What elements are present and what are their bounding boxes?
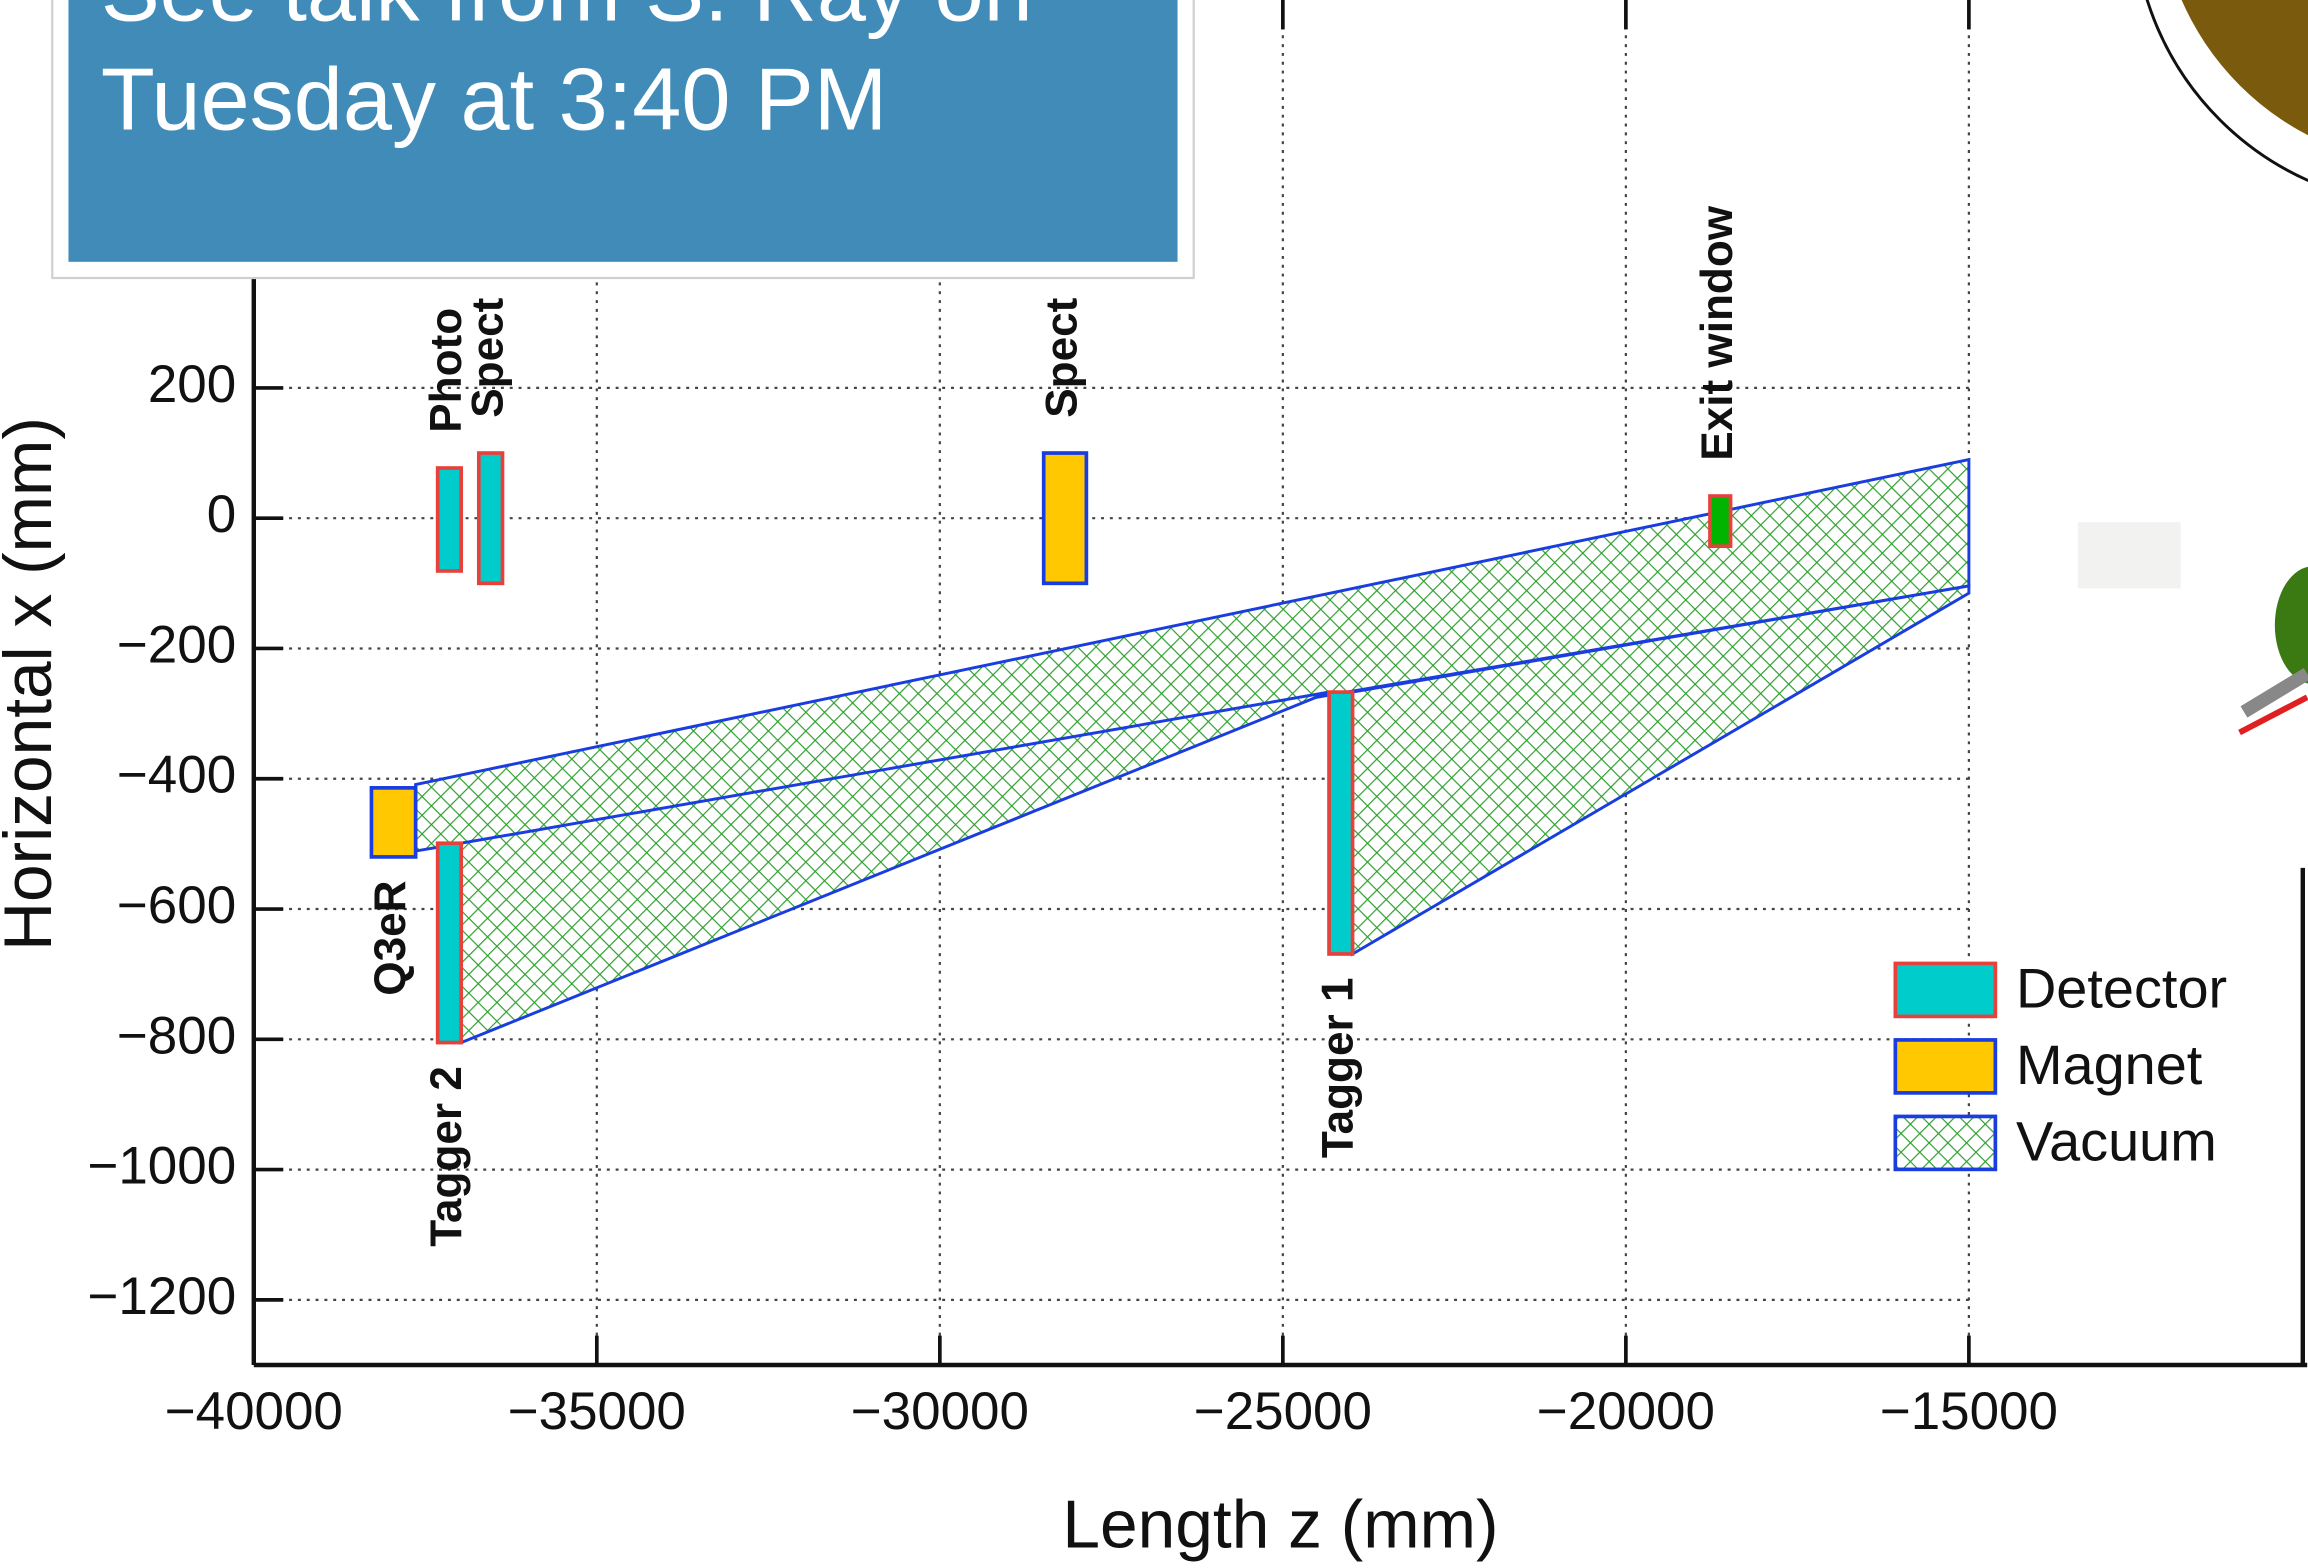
y-tick-label: −1200 xyxy=(87,1267,236,1326)
y-tick-label: 0 xyxy=(207,485,236,544)
y-tick-label: −400 xyxy=(117,746,236,805)
y-axis-label: Horizontal x (mm) xyxy=(0,417,66,951)
beamline-element xyxy=(1041,451,1089,586)
x-tick-label: −40000 xyxy=(165,1382,343,1441)
element-label: Tagger 1 xyxy=(1313,978,1362,1159)
legend-label: Magnet xyxy=(2016,1033,2203,1096)
element-label: Spect xyxy=(463,297,512,417)
y-tick-label: 200 xyxy=(148,355,236,414)
x-tick-label: −15000 xyxy=(1880,1382,2058,1441)
x-tick-label: −20000 xyxy=(1537,1382,1715,1441)
y-tick-label: −1000 xyxy=(87,1137,236,1196)
beamline-element xyxy=(435,841,464,1045)
legend-swatch xyxy=(1893,961,1998,1019)
element-label: Tagger 2 xyxy=(422,1066,471,1247)
element-label: Exit window xyxy=(1693,205,1742,461)
plot: 200 0 −200 −400 −600 −800 −1000 −1200 −40000 −350… xyxy=(87,0,2308,1441)
x-tick-label: −25000 xyxy=(1194,1382,1372,1441)
note-box: See talk from S. Ray on Tuesday at 3:40 … xyxy=(51,0,1195,280)
legend-swatch xyxy=(1893,1038,1998,1095)
legend-swatch xyxy=(1893,1114,1998,1172)
y-tick-label: −800 xyxy=(117,1006,236,1065)
y-tick-label: −200 xyxy=(117,615,236,674)
x-axis-label: Length z (mm) xyxy=(1062,1488,1498,1563)
element-label: Spect xyxy=(1038,297,1087,417)
beamline-element xyxy=(1708,494,1733,549)
x-tick-label: −30000 xyxy=(851,1382,1029,1441)
beamline-element xyxy=(435,466,464,573)
y-tick-label: −600 xyxy=(117,876,236,935)
note-line: See talk from S. Ray on xyxy=(101,0,1033,40)
legend-label: Vacuum xyxy=(2016,1110,2217,1173)
beamline-element xyxy=(1327,690,1355,956)
beamline-element xyxy=(369,786,418,859)
beamline-element xyxy=(476,451,505,586)
legend-label: Detector xyxy=(2016,957,2227,1020)
x-tick-label: −35000 xyxy=(508,1382,686,1441)
element-label: Photo xyxy=(422,308,471,433)
element-label: Q3eR xyxy=(366,880,415,995)
note-line: Tuesday at 3:40 PM xyxy=(101,49,888,148)
side-image xyxy=(2077,0,2308,1366)
